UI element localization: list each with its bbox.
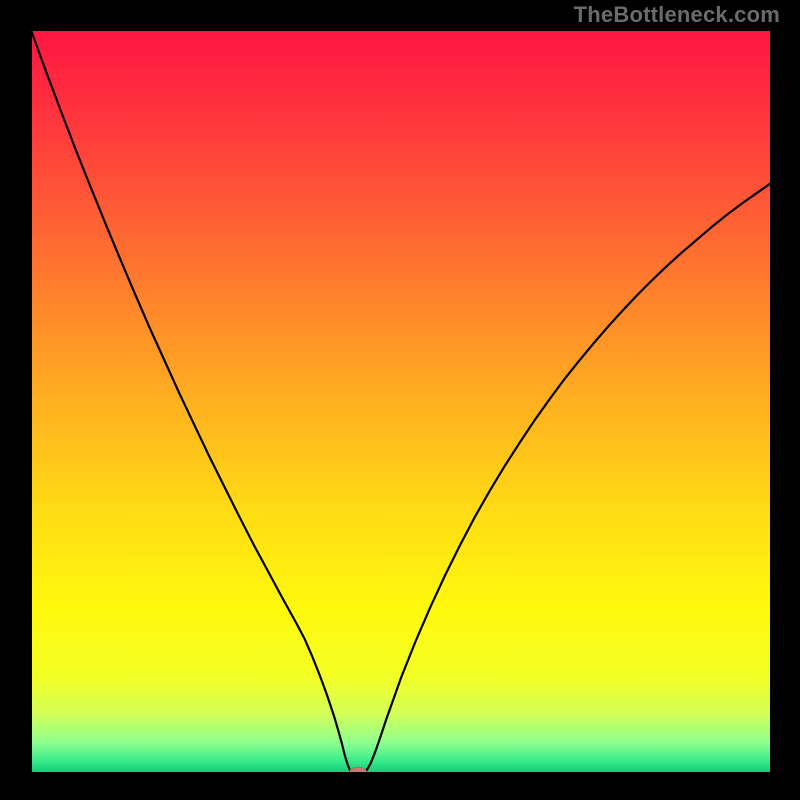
watermark-text: TheBottleneck.com [574, 2, 780, 28]
bottleneck-curve-chart [0, 0, 800, 800]
gradient-background [31, 30, 771, 773]
